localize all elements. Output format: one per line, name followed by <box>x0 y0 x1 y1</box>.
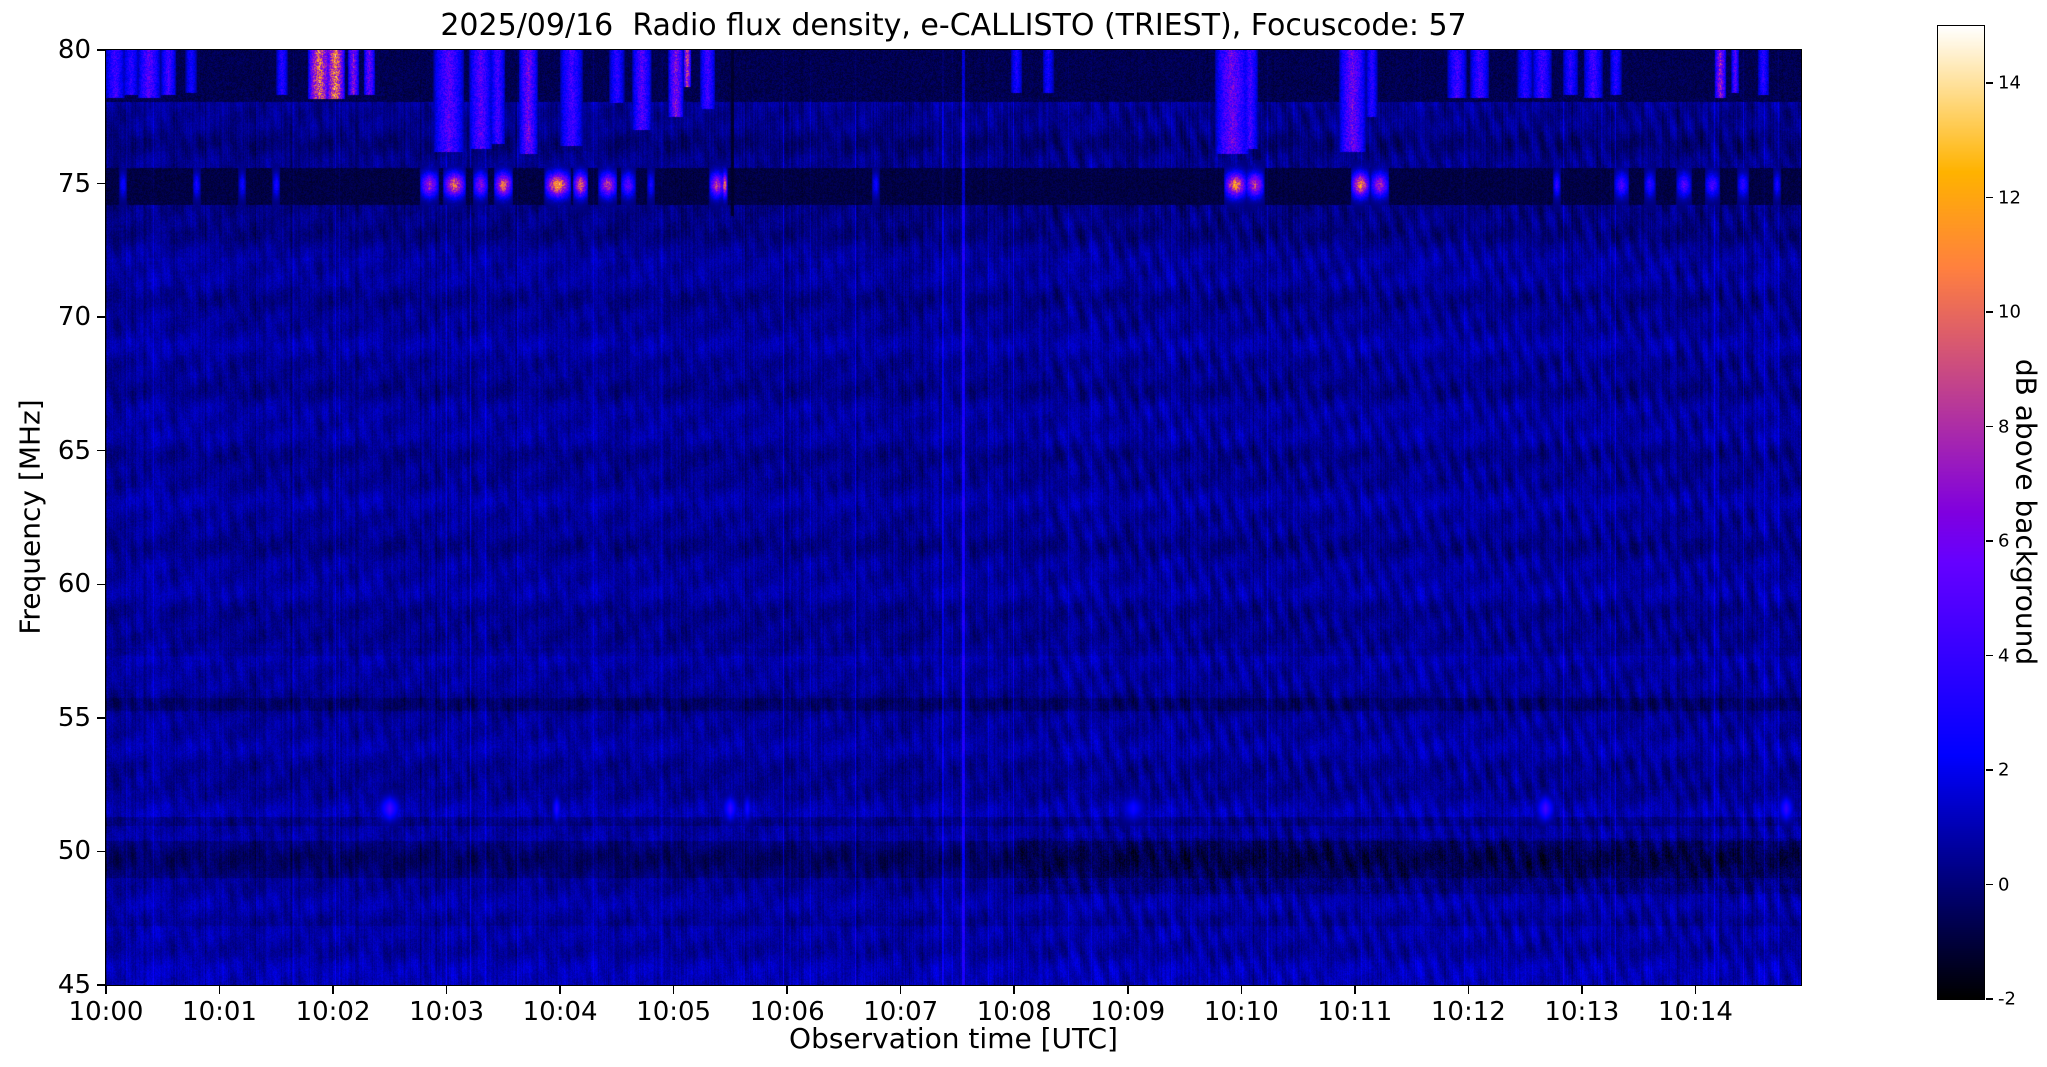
x-tick-mark <box>332 986 334 994</box>
y-axis-label: Frequency [MHz] <box>13 399 47 635</box>
y-tick-mark <box>97 984 105 986</box>
x-tick-label: 10:09 <box>1090 997 1166 1027</box>
colorbar-tick-mark <box>1986 425 1993 428</box>
x-tick-label: 10:04 <box>522 997 598 1027</box>
chart-title: 2025/09/16 Radio flux density, e-CALLIST… <box>440 8 1467 43</box>
x-tick-label: 10:02 <box>295 997 371 1027</box>
x-tick-mark <box>1240 986 1243 994</box>
x-tick-label: 10:14 <box>1657 997 1733 1027</box>
x-tick-mark <box>445 986 448 994</box>
colorbar-tick-label: 0 <box>1998 874 2010 896</box>
y-tick-label: 45 <box>57 970 91 1000</box>
colorbar-tick-label: 8 <box>1998 416 2010 438</box>
colorbar-tick-mark <box>1986 311 1993 313</box>
colorbar-tick-label: -2 <box>1998 988 2016 1010</box>
y-tick-mark <box>97 49 105 51</box>
colorbar-tick-mark <box>1986 654 1993 657</box>
x-tick-mark <box>786 986 788 994</box>
y-tick-label: 60 <box>57 569 91 600</box>
x-tick-mark <box>1013 986 1015 994</box>
x-tick-mark <box>1127 986 1129 994</box>
y-tick-mark <box>97 583 105 586</box>
colorbar-tick-mark <box>1986 769 1993 771</box>
x-tick-mark <box>105 986 107 994</box>
x-tick-label: 10:07 <box>863 997 939 1027</box>
y-tick-label: 55 <box>57 702 91 733</box>
y-tick-label: 70 <box>57 302 91 333</box>
x-tick-mark <box>1581 986 1583 994</box>
x-tick-label: 10:08 <box>976 997 1052 1027</box>
colorbar-tick-label: 2 <box>1998 759 2010 781</box>
y-tick-mark <box>97 316 105 318</box>
colorbar <box>1937 25 1985 1000</box>
x-tick-label: 10:03 <box>409 997 485 1027</box>
x-tick-mark <box>218 986 221 994</box>
colorbar-tick-label: 12 <box>1998 187 2021 209</box>
x-tick-mark <box>1694 986 1697 994</box>
y-tick-label: 80 <box>57 35 91 65</box>
y-tick-mark <box>97 449 105 452</box>
colorbar-canvas <box>1938 26 1984 999</box>
colorbar-tick-label: 14 <box>1998 72 2021 94</box>
plot-area <box>105 49 1802 986</box>
colorbar-label: dB above background <box>2009 358 2043 666</box>
x-tick-label: 10:11 <box>1317 997 1393 1027</box>
x-tick-label: 10:05 <box>636 997 712 1027</box>
colorbar-tick-label: 10 <box>1998 301 2021 323</box>
x-tick-label: 10:00 <box>68 997 144 1027</box>
x-tick-mark <box>559 986 561 994</box>
x-tick-label: 10:10 <box>1203 997 1279 1027</box>
colorbar-tick-mark <box>1986 196 1993 199</box>
x-tick-mark <box>1467 986 1470 994</box>
y-tick-label: 75 <box>57 168 91 199</box>
x-tick-mark <box>1354 986 1356 994</box>
colorbar-tick-mark <box>1986 883 1993 886</box>
y-tick-label: 65 <box>57 435 91 466</box>
spectrogram-canvas <box>106 50 1801 985</box>
colorbar-tick-label: 6 <box>1998 530 2010 552</box>
x-axis-label: Observation time [UTC] <box>789 1022 1118 1055</box>
y-tick-label: 50 <box>57 836 91 867</box>
x-tick-mark <box>899 986 902 994</box>
colorbar-tick-mark <box>1986 540 1993 542</box>
colorbar-tick-mark <box>1986 82 1993 84</box>
y-tick-mark <box>97 850 105 853</box>
x-tick-label: 10:01 <box>182 997 257 1027</box>
y-tick-mark <box>97 182 105 185</box>
x-tick-label: 10:12 <box>1430 997 1506 1027</box>
y-tick-mark <box>97 717 105 719</box>
x-tick-label: 10:06 <box>749 997 825 1027</box>
colorbar-tick-mark <box>1986 998 1993 1000</box>
colorbar-tick-label: 4 <box>1998 645 2010 667</box>
x-tick-label: 10:13 <box>1544 997 1620 1027</box>
x-tick-mark <box>672 986 675 994</box>
